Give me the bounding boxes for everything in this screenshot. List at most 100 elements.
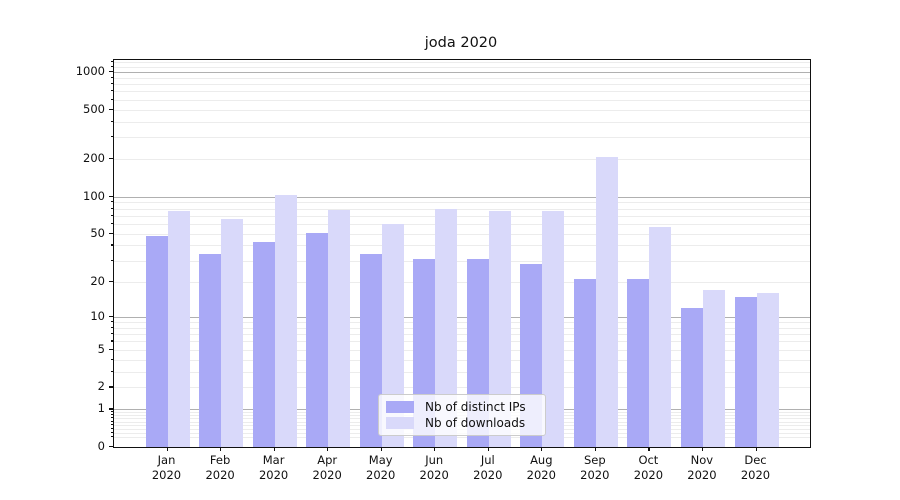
- y-tick-mark-minor-90: [110, 201, 113, 203]
- bar-distinct-ips-oct: [627, 279, 650, 447]
- bar-downloads-dec: [756, 293, 779, 447]
- x-tick-year-nov: 2020: [687, 468, 717, 482]
- x-tick-month-jan: Jan: [157, 453, 176, 467]
- bar-distinct-ips-mar: [252, 241, 275, 447]
- x-tick-mark-jun: [434, 447, 436, 451]
- gridline-minor-20: [114, 281, 810, 283]
- bar-downloads-nov: [702, 290, 725, 447]
- bar-distinct-ips-may: [359, 254, 382, 447]
- gridline-minor-5: [114, 349, 810, 351]
- y-tick-label-0: 0: [97, 439, 105, 453]
- y-tick-mark-minor-9: [110, 321, 113, 323]
- chart-title: joda 2020: [424, 35, 498, 51]
- y-tick-label-2: 2: [97, 379, 105, 394]
- y-tick-mark-1000: [109, 71, 113, 73]
- x-tick-label-sep: Sep 2020: [563, 453, 627, 483]
- x-tick-mark-mar: [273, 447, 275, 451]
- bar-downloads-jan: [167, 211, 190, 447]
- gridline-minor-50: [114, 233, 810, 235]
- x-tick-label-nov: Nov 2020: [670, 453, 734, 483]
- y-tick-mark-100: [109, 195, 113, 197]
- x-tick-label-aug: Aug 2020: [509, 453, 573, 483]
- legend-item-downloads: Nb of downloads: [386, 415, 537, 431]
- y-tick-label-1000: 1000: [75, 64, 105, 78]
- x-tick-label-may: May 2020: [349, 453, 413, 483]
- y-tick-mark-minor-6: [110, 340, 113, 342]
- gridline-minor-700: [114, 91, 810, 93]
- gridline-minor-200: [114, 159, 810, 161]
- y-tick-label-1: 1: [97, 401, 105, 416]
- y-tick-mark-minor-500: [110, 108, 113, 110]
- x-tick-year-feb: 2020: [205, 468, 235, 482]
- x-tick-month-may: May: [368, 453, 393, 467]
- y-tick-mark-minor-0.30000000000000004: [110, 431, 113, 433]
- gridline-minor-400: [114, 121, 810, 123]
- y-tick-mark-minor-3: [110, 370, 113, 372]
- y-tick-mark-minor-2: [110, 386, 113, 388]
- x-tick-year-apr: 2020: [312, 468, 342, 482]
- gridline-minor-60: [114, 223, 810, 225]
- x-tick-label-jun: Jun 2020: [402, 453, 466, 483]
- x-tick-label-feb: Feb 2020: [188, 453, 252, 483]
- bar-distinct-ips-nov: [680, 307, 703, 447]
- x-tick-year-mar: 2020: [258, 468, 289, 482]
- gridline-minor-90: [114, 202, 810, 204]
- bar-downloads-sep: [595, 157, 618, 447]
- y-tick-mark-minor-7: [110, 333, 113, 335]
- bar-distinct-ips-apr: [306, 232, 329, 447]
- bar-downloads-apr: [328, 209, 351, 447]
- x-tick-month-apr: Apr: [317, 453, 338, 467]
- x-tick-year-sep: 2020: [580, 468, 610, 482]
- y-tick-mark-minor-60: [110, 222, 113, 225]
- y-tick-mark-minor-0.6000000000000001: [110, 420, 113, 422]
- y-tick-mark-minor-5: [110, 348, 113, 350]
- x-tick-mark-oct: [648, 447, 650, 451]
- y-tick-label-5: 5: [97, 341, 105, 356]
- y-tick-mark-minor-900: [110, 76, 113, 78]
- y-tick-mark-minor-1200: [110, 61, 113, 63]
- gridline-major-100: [114, 196, 810, 198]
- y-tick-mark-10: [109, 315, 113, 317]
- gridline-minor-600: [114, 99, 810, 101]
- y-tick-mark-minor-8: [110, 326, 113, 328]
- y-tick-mark-minor-400: [110, 120, 113, 122]
- x-tick-month-oct: Oct: [638, 453, 659, 467]
- x-tick-mark-may: [380, 447, 382, 451]
- y-tick-label-20: 20: [90, 273, 105, 288]
- y-tick-mark-minor-700: [110, 90, 113, 92]
- legend-swatch-downloads: [386, 417, 414, 429]
- legend: Nb of distinct IPs Nb of downloads: [378, 394, 546, 436]
- bar-downloads-oct: [649, 226, 672, 447]
- y-tick-mark-minor-4: [110, 358, 113, 360]
- y-tick-mark-minor-300: [110, 136, 113, 138]
- bar-downloads-feb: [221, 218, 244, 447]
- y-tick-mark-minor-20: [110, 280, 113, 282]
- x-tick-month-dec: Dec: [744, 453, 767, 467]
- bar-downloads-jun: [435, 209, 458, 447]
- y-tick-mark-minor-1100: [110, 65, 113, 67]
- x-tick-mark-dec: [755, 447, 757, 451]
- x-tick-label-jan: Jan 2020: [135, 453, 199, 483]
- y-tick-mark-minor-40: [110, 244, 113, 246]
- x-tick-year-dec: 2020: [740, 468, 771, 482]
- y-tick-mark-minor-30: [110, 259, 113, 261]
- gridline-minor-70: [114, 215, 810, 217]
- gridline-minor-9: [114, 322, 810, 323]
- gridline-major-1000: [114, 72, 810, 73]
- y-tick-mark-minor-0.2: [110, 436, 113, 438]
- x-tick-label-oct: Oct 2020: [616, 453, 680, 483]
- gridline-minor-300: [114, 137, 810, 139]
- x-tick-year-jul: 2020: [473, 468, 503, 482]
- x-tick-year-jun: 2020: [419, 468, 449, 482]
- x-tick-month-sep: Sep: [583, 453, 606, 467]
- x-tick-mark-aug: [541, 447, 543, 451]
- y-tick-mark-minor-0.4: [110, 427, 113, 429]
- legend-label-distinct-ips: Nb of distinct IPs: [425, 400, 526, 414]
- y-tick-mark-minor-0.9: [110, 411, 113, 413]
- x-tick-month-aug: Aug: [530, 453, 553, 467]
- gridline-minor-8: [114, 327, 810, 329]
- gridline-minor-0.2: [114, 437, 810, 439]
- x-tick-label-jul: Jul 2020: [456, 453, 520, 483]
- gridline-minor-3: [114, 371, 810, 373]
